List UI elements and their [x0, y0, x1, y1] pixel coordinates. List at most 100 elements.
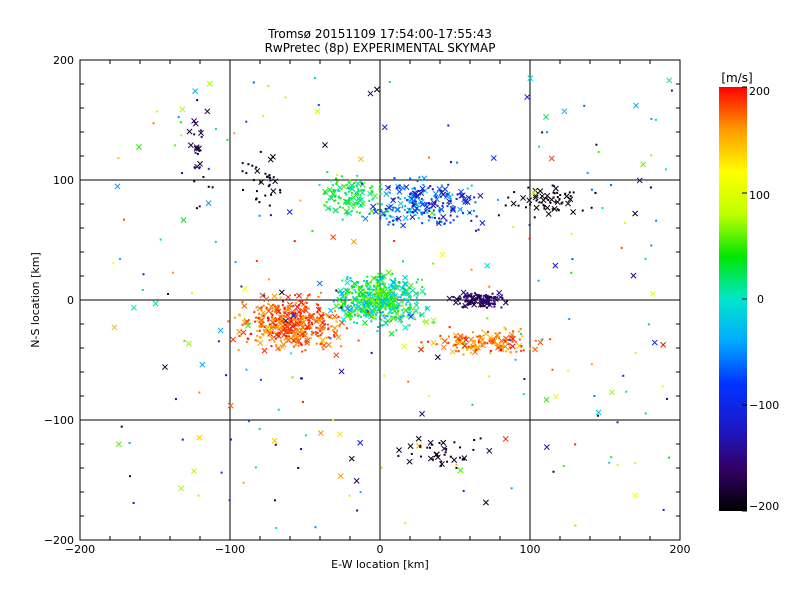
data-point-dot [325, 313, 328, 316]
data-point-dot [384, 207, 387, 210]
data-point-cross [570, 209, 577, 215]
data-point-dot [509, 346, 512, 349]
data-point-dot [241, 301, 244, 304]
data-point-dot [425, 208, 428, 211]
data-point-dot [300, 448, 303, 451]
data-point-dot [289, 352, 292, 355]
x-tick-labels: −200 −100 0 100 200 [65, 543, 691, 556]
data-point-dot [362, 292, 365, 295]
data-point-dot [316, 311, 319, 314]
data-point-dot [318, 183, 321, 186]
axis-ticks [79, 59, 681, 541]
data-point-cross [396, 313, 403, 320]
data-point-dot [538, 201, 541, 204]
data-point-dot [373, 284, 376, 287]
data-point-dot [319, 291, 322, 294]
data-point-dot [534, 339, 537, 342]
data-point-dot [337, 315, 340, 318]
data-point-dot [271, 307, 274, 310]
data-point-dot [397, 285, 400, 288]
data-point-dot [241, 324, 244, 327]
data-point-dot [511, 340, 514, 343]
data-point-dot [285, 316, 288, 319]
data-point-dot [455, 466, 458, 469]
data-point-dot [128, 475, 131, 478]
data-point-dot [193, 166, 196, 169]
data-point-dot [397, 196, 400, 199]
data-point-cross [595, 409, 602, 416]
data-point-cross [191, 468, 197, 474]
data-point-dot [253, 320, 256, 323]
data-point-dot [370, 320, 373, 323]
data-point-cross [533, 204, 540, 211]
data-point-dot [177, 116, 180, 119]
data-point-cross [192, 88, 199, 95]
data-point-cross [482, 499, 489, 506]
data-point-dot [567, 369, 570, 372]
data-point-cross [337, 184, 343, 191]
data-point-dot [255, 198, 258, 201]
data-point-dot [358, 308, 361, 311]
data-point-dot [120, 425, 123, 428]
data-point-dot [242, 188, 245, 191]
data-point-dot [273, 331, 276, 334]
data-point-cross [327, 307, 334, 314]
data-point-dot [117, 157, 120, 160]
x-tick-label: 200 [670, 543, 691, 556]
data-point-dot [470, 184, 473, 187]
data-point-cross [554, 199, 561, 206]
data-point-dot [390, 294, 393, 297]
data-point-cross [185, 340, 192, 347]
data-point-dot [355, 211, 358, 214]
data-point-cross [407, 195, 414, 201]
data-point-dot [569, 195, 572, 198]
data-point-cross [503, 335, 509, 342]
data-point-dot [327, 327, 330, 330]
data-point-dot [371, 190, 374, 193]
data-point-dot [336, 189, 339, 192]
data-point-dot [549, 201, 552, 204]
data-point-dot [399, 296, 402, 299]
data-point-dot [252, 81, 255, 84]
data-point-dot [350, 192, 353, 195]
data-point-dot [380, 311, 383, 314]
data-point-dot [509, 351, 512, 354]
data-point-cross [561, 108, 568, 115]
data-point-dot [406, 199, 409, 202]
data-point-dot [518, 338, 521, 341]
data-point-dot [314, 526, 317, 529]
data-point-dot [304, 330, 307, 333]
data-point-cross [477, 192, 484, 199]
data-point-dot [480, 299, 483, 302]
data-point-dot [214, 127, 217, 130]
data-point-dot [273, 499, 276, 502]
data-point-cross [340, 300, 347, 307]
data-point-dot [435, 343, 438, 346]
data-point-dot [379, 183, 382, 186]
data-point-dot [385, 210, 388, 213]
data-point-dot [543, 207, 546, 210]
data-point-dot [387, 223, 390, 226]
colorbar: [m/s] 200 100 0 −100 −200 [719, 71, 779, 513]
data-point-dot [396, 186, 399, 189]
data-point-dot [407, 380, 410, 383]
data-point-cross [368, 308, 375, 315]
data-point-dot [358, 285, 361, 288]
data-point-dot [217, 340, 220, 343]
data-point-dot [350, 197, 353, 200]
data-point-dot [211, 186, 214, 189]
data-point-dot [358, 293, 361, 296]
y-tick-label: −200 [44, 534, 74, 547]
data-point-dot [456, 193, 459, 196]
data-point-dot [285, 337, 288, 340]
data-point-cross [299, 307, 306, 314]
data-point-dot [245, 120, 248, 123]
data-point-dot [270, 325, 273, 328]
data-point-dot [410, 452, 413, 455]
data-point-dot [512, 330, 515, 333]
data-point-dot [364, 291, 367, 294]
data-point-cross [370, 203, 377, 210]
chart-subtitle: RwPretec (8p) EXPERIMENTAL SKYMAP [265, 41, 496, 55]
data-point-dot [424, 293, 427, 296]
data-point-dot [258, 329, 261, 332]
